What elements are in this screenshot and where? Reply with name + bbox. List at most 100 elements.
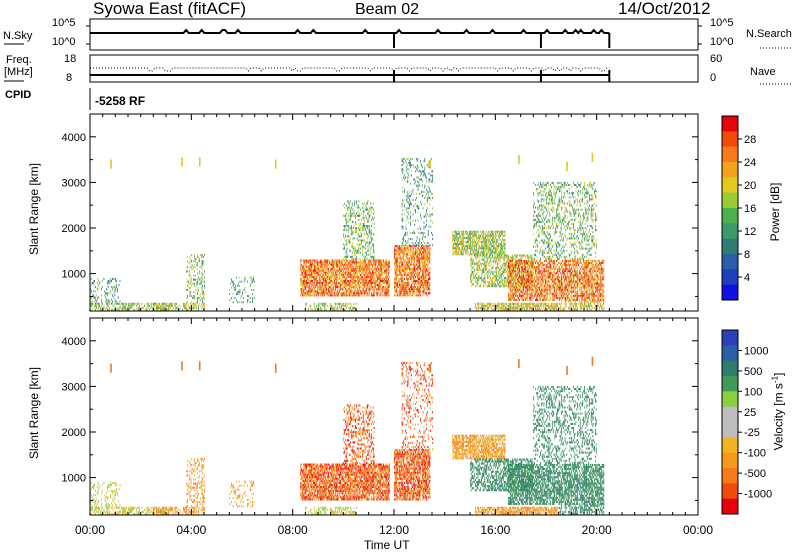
power-cell — [340, 288, 342, 291]
power-cell — [382, 267, 384, 270]
power-cell — [481, 258, 482, 261]
power-cell — [473, 249, 475, 252]
power-cell — [368, 249, 370, 252]
power-cell — [492, 270, 493, 273]
power-cell — [361, 275, 362, 278]
power-cell — [348, 275, 350, 278]
power-cell — [488, 254, 490, 257]
power-cell — [465, 249, 467, 252]
power-cell — [193, 274, 194, 277]
power-cell — [410, 271, 412, 274]
power-cell — [402, 294, 404, 297]
power-cell — [405, 263, 406, 266]
power-cell — [350, 212, 352, 215]
power-cell — [387, 288, 389, 291]
power-cell — [197, 278, 199, 281]
power-cell — [350, 292, 352, 295]
power-cell — [397, 253, 399, 256]
power-cell — [347, 255, 349, 258]
power-cell — [346, 225, 348, 228]
power-cell — [473, 277, 475, 280]
power-cell — [362, 265, 364, 268]
power-cell — [160, 306, 161, 309]
power-cell — [410, 170, 412, 173]
power-cell — [469, 230, 471, 233]
power-cell — [97, 296, 99, 299]
power-cell — [470, 243, 471, 246]
power-cell — [323, 280, 324, 283]
power-cell — [472, 272, 474, 275]
power-cell — [463, 241, 465, 244]
power-cell — [497, 243, 499, 246]
power-cell — [490, 260, 492, 263]
power-cell — [372, 271, 373, 274]
power-cell — [376, 282, 378, 285]
power-cell — [402, 288, 404, 291]
power-cell — [426, 288, 427, 291]
power-cell — [328, 259, 329, 262]
power-cell — [416, 290, 418, 293]
power-cell — [457, 236, 459, 239]
power-cell — [415, 247, 416, 250]
power-cell — [231, 280, 232, 283]
power-cell — [475, 285, 476, 288]
power-cell — [504, 281, 506, 284]
power-cell — [489, 230, 491, 233]
power-cell — [359, 257, 361, 260]
power-cell — [476, 279, 478, 282]
power-cell — [366, 292, 367, 295]
power-cell — [492, 230, 494, 233]
power-cell — [323, 286, 324, 289]
power-cell — [385, 273, 387, 276]
power-cell — [425, 236, 427, 239]
power-cell — [316, 267, 318, 270]
power-cell — [341, 294, 343, 297]
power-cell — [497, 247, 499, 250]
power-cell — [320, 308, 322, 311]
power-cell — [345, 286, 347, 289]
power-cell — [509, 279, 511, 282]
power-cell — [428, 265, 430, 268]
power-cell — [374, 261, 376, 264]
power-cell — [404, 261, 405, 264]
power-cell — [320, 265, 322, 268]
power-cell — [410, 294, 411, 297]
power-cell — [361, 239, 363, 242]
power-cell — [399, 249, 400, 252]
power-cell — [408, 288, 410, 291]
power-cell — [491, 245, 492, 248]
power-cell — [470, 258, 471, 261]
power-cell — [341, 269, 343, 272]
power-cell — [408, 271, 410, 274]
power-cell — [410, 247, 411, 250]
power-cell — [399, 251, 401, 254]
power-cell — [378, 294, 380, 297]
power-cell — [203, 293, 205, 296]
power-cell — [374, 275, 376, 278]
power-cell — [405, 259, 406, 262]
power-cell — [400, 271, 402, 274]
power-cell — [512, 254, 514, 257]
power-cell — [189, 256, 191, 259]
power-cell — [204, 306, 205, 309]
power-cell — [365, 292, 367, 295]
power-cell — [371, 231, 373, 234]
power-cell — [501, 275, 503, 278]
power-cell — [345, 235, 346, 238]
power-cell — [141, 306, 143, 309]
power-cell — [329, 259, 330, 262]
power-cell — [313, 273, 315, 276]
power-cell — [253, 288, 254, 291]
power-cell — [350, 265, 352, 268]
power-cell — [407, 288, 409, 291]
power-cell — [349, 294, 351, 297]
power-cell — [426, 269, 428, 272]
power-cell — [106, 284, 108, 287]
power-cell — [387, 284, 389, 287]
power-cell — [427, 247, 429, 250]
power-cell — [407, 211, 409, 214]
power-cell — [150, 302, 152, 305]
power-cell — [418, 182, 420, 185]
power-cell — [333, 286, 335, 289]
power-cell — [408, 221, 410, 224]
